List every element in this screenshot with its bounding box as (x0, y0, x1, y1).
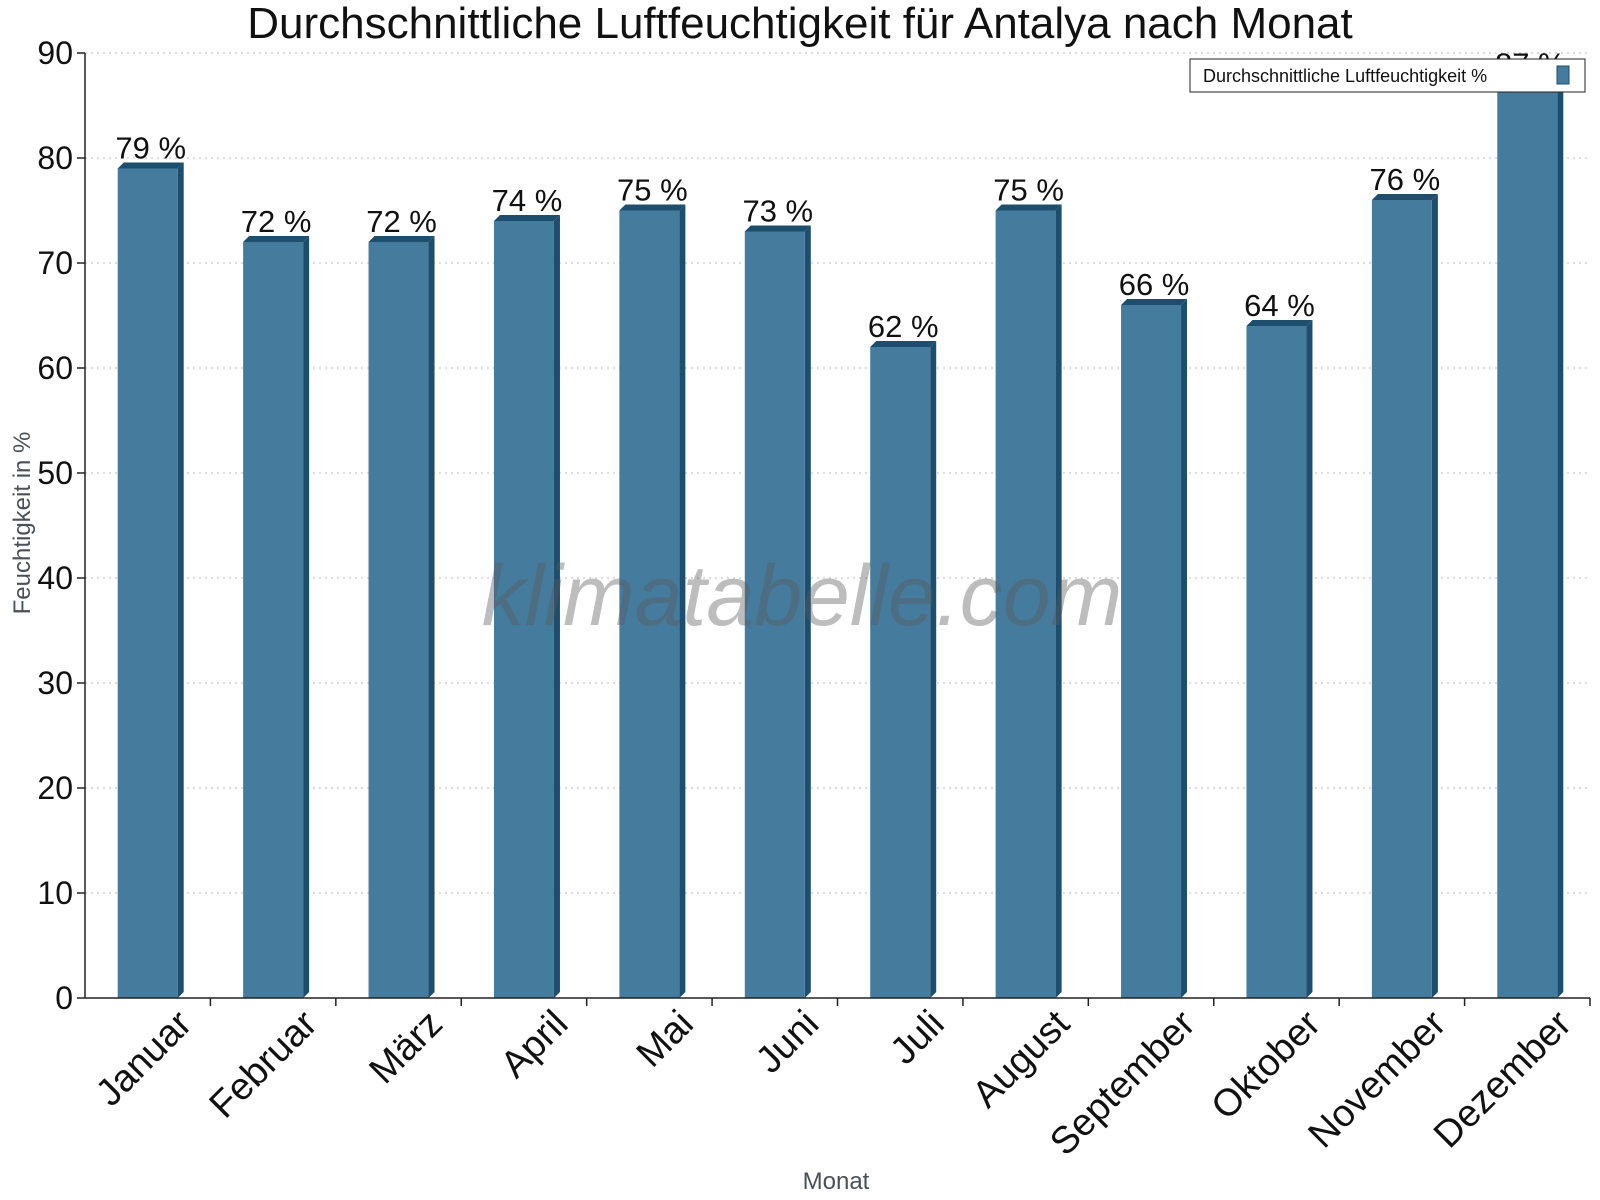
x-tick-label: August (965, 1002, 1079, 1116)
bar-side (679, 204, 686, 998)
data-label: 72 % (241, 204, 312, 239)
bars-group: 79 % 72 % 72 % 74 % 75 % 73 % 62 % 75 % 66 % 64 %… (115, 47, 1566, 998)
data-label: 72 % (366, 204, 437, 239)
bar-side (428, 236, 435, 998)
x-tick-label: Mai (629, 1003, 702, 1076)
y-tick-label: 90 (37, 35, 73, 71)
legend: Durchschnittliche Luftfeuchtigkeit % (1189, 58, 1586, 93)
x-tick-label: Juli (883, 1003, 953, 1073)
x-axis: Januar Februar März April Mai Juni Juli AugustS… (85, 997, 1591, 1164)
bar (995, 210, 1056, 998)
bar-top (1121, 299, 1188, 305)
bar-side (1055, 204, 1062, 998)
bar-side (1181, 299, 1188, 998)
data-label: 62 % (868, 309, 939, 344)
bar (243, 242, 304, 998)
y-tick-label: 0 (55, 980, 73, 1016)
x-tick-label: April (493, 1003, 576, 1086)
bar-side (1306, 320, 1313, 998)
y-tick-label: 50 (37, 455, 73, 491)
grid-lines (85, 52, 1590, 894)
x-tick-label: Januar (88, 1002, 200, 1114)
y-tick-label: 30 (37, 665, 73, 701)
data-label: 64 % (1244, 288, 1315, 323)
legend-box (1189, 58, 1586, 93)
bar-side (303, 236, 310, 998)
data-label: 75 % (993, 173, 1064, 208)
bar (1246, 326, 1307, 998)
bar (744, 231, 805, 998)
y-axis-title: Feuchtigkeit in % (9, 432, 36, 615)
bar (493, 221, 554, 998)
bar-top (243, 236, 310, 242)
x-tick-label: Oktober (1204, 1002, 1330, 1128)
bar-top (870, 341, 937, 347)
bar-top (493, 215, 560, 221)
watermark: klimatabelle.com (482, 548, 1122, 644)
x-tick-label: Juni (748, 1003, 827, 1082)
x-axis-title: Monat (803, 1168, 870, 1195)
bar (1121, 305, 1182, 998)
y-tick-label: 20 (37, 770, 73, 806)
data-label: 75 % (617, 173, 688, 208)
bar (619, 210, 680, 998)
bar-side (553, 215, 560, 998)
bar (870, 347, 931, 998)
bar-side (1557, 78, 1564, 998)
bar-top (1371, 194, 1438, 200)
bar-top (995, 204, 1062, 211)
bar-side (1431, 194, 1438, 998)
x-tick-label: Dezember (1426, 1002, 1580, 1156)
x-tick-label: Februar (202, 1002, 326, 1126)
bar (117, 168, 178, 998)
bar-top (117, 162, 184, 169)
y-axis: 0 10 20 30 40 50 60 70 80 90 (37, 35, 86, 1016)
bar-top (744, 225, 811, 232)
chart-title: Durchschnittliche Luftfeuchtigkeit für A… (247, 0, 1353, 48)
bar-top (1246, 320, 1313, 326)
bar-side (177, 162, 184, 998)
y-tick-label: 60 (37, 350, 73, 386)
legend-swatch (1556, 65, 1570, 85)
y-tick-label: 80 (37, 140, 73, 176)
x-tick-label: März (361, 1003, 450, 1092)
bar-top (368, 236, 435, 242)
y-tick-label: 10 (37, 875, 73, 911)
bar (1371, 200, 1432, 998)
bar-top (619, 204, 686, 211)
data-label: 79 % (115, 131, 186, 166)
data-label: 73 % (742, 194, 813, 229)
legend-label: Durchschnittliche Luftfeuchtigkeit % (1203, 66, 1487, 86)
bar (1497, 84, 1558, 998)
bar (368, 242, 429, 998)
bar-side (804, 225, 811, 998)
data-label: 74 % (492, 183, 563, 218)
y-tick-label: 40 (37, 560, 73, 596)
y-tick-label: 70 (37, 245, 73, 281)
data-label: 76 % (1370, 162, 1441, 197)
data-label: 66 % (1119, 267, 1190, 302)
bar-side (930, 341, 937, 998)
